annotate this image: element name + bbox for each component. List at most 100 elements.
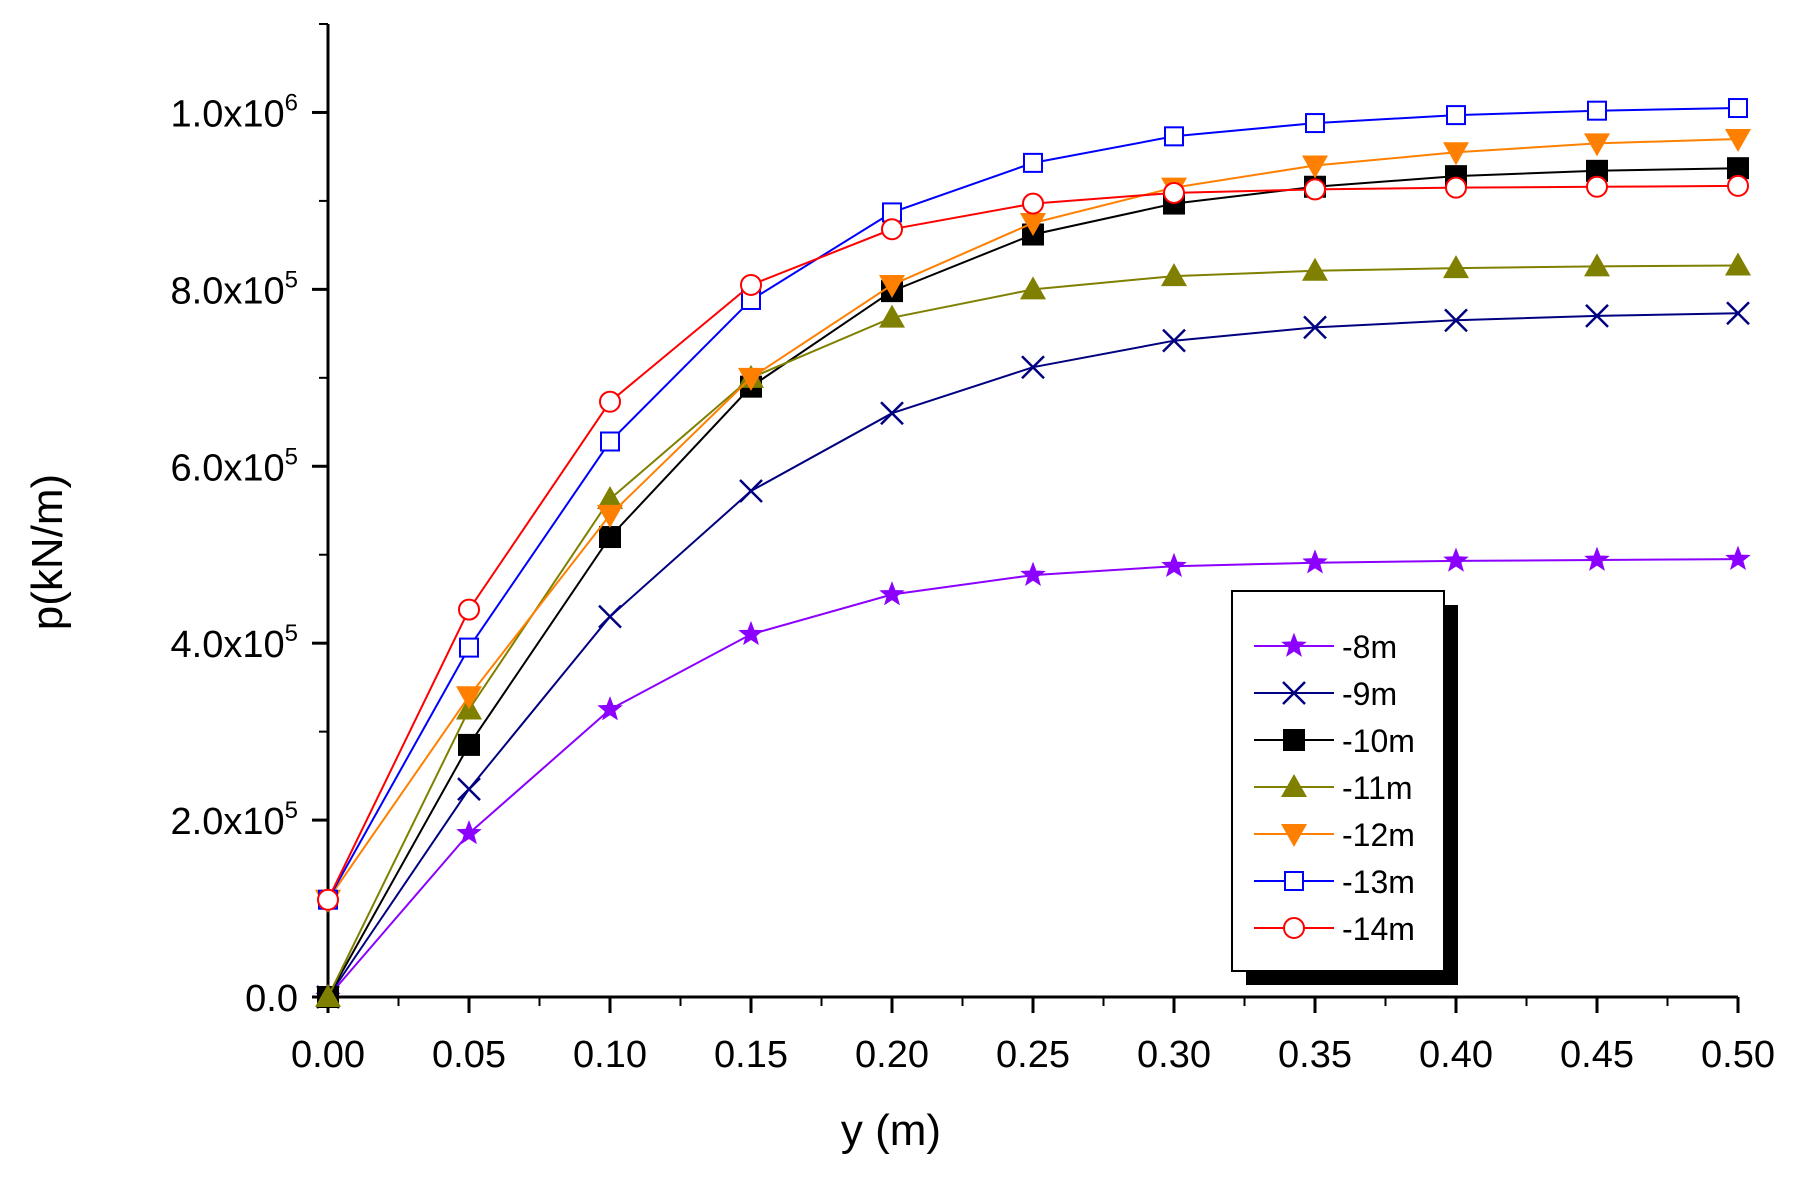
data-point xyxy=(1302,257,1328,281)
data-point xyxy=(1584,546,1610,571)
data-point xyxy=(600,431,620,452)
y-tick-label: 4.0x105 xyxy=(171,620,298,666)
data-point xyxy=(599,390,621,413)
data-point xyxy=(1443,547,1469,572)
data-point xyxy=(315,984,341,1007)
y-tick-label: 8.0x105 xyxy=(171,266,298,312)
x-tick-label: 0.45 xyxy=(1560,1034,1634,1076)
data-point xyxy=(1726,301,1750,326)
data-point xyxy=(881,218,903,241)
data-point xyxy=(1022,192,1044,215)
data-point xyxy=(880,401,904,426)
data-point xyxy=(1585,304,1609,328)
data-point xyxy=(1164,126,1184,147)
data-point xyxy=(458,598,480,621)
y-tick-label: 6.0x105 xyxy=(171,443,298,489)
data-point xyxy=(1586,175,1608,198)
x-tick-label: 0.10 xyxy=(573,1034,647,1076)
data-point xyxy=(457,777,481,802)
data-point xyxy=(1023,152,1043,173)
y-tick-label: 0.0 xyxy=(245,978,298,1020)
legend-item: -13m xyxy=(1254,864,1415,900)
data-point xyxy=(1302,155,1328,179)
data-point xyxy=(738,620,764,646)
legend-marker xyxy=(1281,632,1307,657)
series-minus-8m xyxy=(315,545,1751,1008)
data-point xyxy=(1163,181,1185,204)
data-point xyxy=(1443,142,1469,166)
legend-marker xyxy=(1283,917,1305,939)
legend-marker xyxy=(1283,729,1305,751)
data-point xyxy=(317,888,339,911)
axes: 0.00 0.05 0.10 0.15 0.20 0.25 0.30 0.35 0.40 0.45… xyxy=(171,23,1775,1076)
y-axis-title: p(kN/m) xyxy=(23,474,72,630)
data-point xyxy=(739,479,763,503)
x-tick-label: 0.50 xyxy=(1701,1034,1775,1076)
series-minus-14m xyxy=(317,174,1749,911)
data-point xyxy=(598,604,622,629)
data-point xyxy=(1584,133,1610,157)
x-axis-title: y (m) xyxy=(841,1106,941,1155)
data-point xyxy=(597,504,623,528)
data-point xyxy=(1162,328,1186,353)
y-tick-label: 2.0x105 xyxy=(171,797,298,843)
legend-marker xyxy=(1281,824,1307,847)
data-point xyxy=(459,637,479,658)
legend-item: -11m xyxy=(1254,770,1413,806)
legend-item: -8m xyxy=(1254,629,1397,665)
data-point xyxy=(1725,128,1751,152)
data-point xyxy=(1021,355,1045,380)
x-tick-label: 0.15 xyxy=(714,1034,788,1076)
data-point xyxy=(597,696,623,721)
data-point xyxy=(1020,213,1046,237)
data-point xyxy=(1725,252,1751,276)
x-tick-label: 0.35 xyxy=(1278,1034,1352,1076)
data-point xyxy=(456,819,482,845)
legend-item: -9m xyxy=(1254,676,1397,712)
data-point xyxy=(1587,100,1607,121)
data-point xyxy=(1305,113,1325,134)
data-point xyxy=(1161,552,1187,578)
legend-label: -13m xyxy=(1342,864,1415,900)
data-point xyxy=(740,273,762,296)
legend-item: -12m xyxy=(1254,817,1415,853)
data-point xyxy=(1020,276,1046,300)
series-layer xyxy=(315,98,1751,1009)
legend-label: -11m xyxy=(1342,770,1413,806)
series-minus-11m xyxy=(315,252,1751,1007)
data-point xyxy=(1445,176,1467,199)
legend-label: -12m xyxy=(1342,817,1415,853)
legend: -8m -9m -10m -11m -12m -13m -14m xyxy=(1231,590,1458,985)
data-point xyxy=(1304,178,1326,201)
data-point xyxy=(738,367,764,391)
legend-marker xyxy=(1281,774,1307,797)
series-line xyxy=(327,264,1739,998)
data-point xyxy=(1727,157,1749,180)
legend-label: -10m xyxy=(1342,723,1415,759)
legend-item: -14m xyxy=(1254,911,1415,947)
x-tick-label: 0.30 xyxy=(1137,1034,1211,1076)
legend-label: -14m xyxy=(1342,911,1415,947)
data-point xyxy=(1161,263,1187,287)
data-point xyxy=(879,304,905,328)
data-point xyxy=(1727,174,1749,197)
series-minus-12m xyxy=(315,128,1751,913)
series-line xyxy=(327,558,1739,998)
data-point xyxy=(599,526,621,549)
data-point xyxy=(597,486,623,510)
data-point xyxy=(879,581,905,606)
series-line xyxy=(327,312,1739,998)
legend-box xyxy=(1231,590,1445,972)
data-point xyxy=(1302,549,1328,574)
data-point xyxy=(456,686,482,710)
series-line xyxy=(327,138,1739,901)
data-point xyxy=(1443,255,1469,279)
y-tick-label: 1.0x106 xyxy=(171,89,298,135)
data-point xyxy=(1303,315,1327,340)
x-tick-label: 0.40 xyxy=(1419,1034,1493,1076)
data-point xyxy=(1728,98,1748,119)
data-point xyxy=(1586,159,1608,182)
x-tick-label: 0.00 xyxy=(291,1034,365,1076)
legend-label: -9m xyxy=(1342,676,1397,712)
